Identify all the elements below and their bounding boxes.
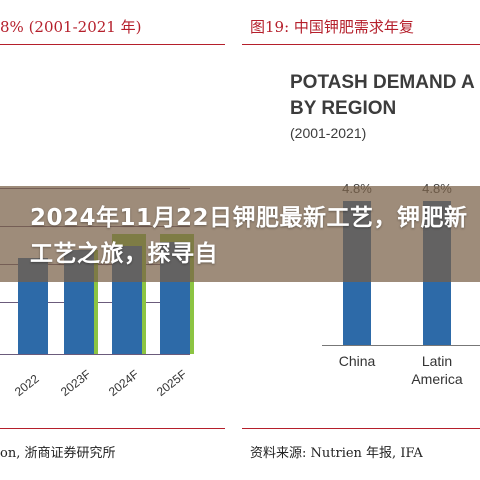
potash-category-label: Latin America <box>411 353 463 387</box>
left-caption-divider <box>0 44 225 45</box>
left-gridline <box>0 354 190 355</box>
article-title-banner <box>0 186 480 282</box>
left-x-tick-label: 2024F <box>106 367 142 400</box>
potash-chart-title-line2: BY REGION <box>290 98 397 119</box>
left-figure-caption: 8% (2001-2021 年) <box>0 18 142 36</box>
left-source-divider <box>0 428 225 429</box>
right-source-divider <box>242 428 480 429</box>
potash-chart-axis <box>322 345 480 346</box>
left-x-tick-label: 2022 <box>12 371 42 400</box>
potash-chart-title-line1: POTASH DEMAND A <box>290 72 475 93</box>
potash-chart-years: (2001-2021) <box>290 125 367 141</box>
left-x-tick-label: 2023F <box>58 367 94 400</box>
left-x-tick-label: 2025F <box>154 367 190 400</box>
right-caption-divider <box>242 44 480 45</box>
left-source-note: on, 浙商证券研究所 <box>0 446 116 461</box>
article-title[interactable]: 2024年11月22日钾肥最新工艺，钾肥新工艺之旅，探寻自 <box>30 205 468 267</box>
right-figure-caption: 图19: 中国钾肥需求年复 <box>250 18 414 36</box>
right-source-note: 资料来源: Nutrien 年报, IFA <box>250 446 423 461</box>
potash-category-label: China <box>338 353 376 369</box>
potash-chart-title: POTASH DEMAND A BY REGION <box>290 70 475 122</box>
